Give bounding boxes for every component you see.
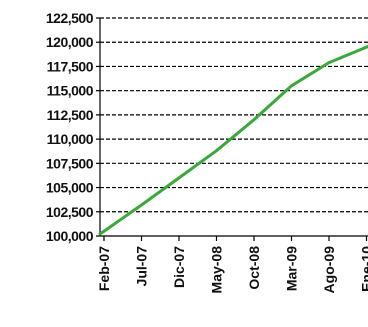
series: [98, 44, 368, 236]
x-tick-label: May-08: [209, 246, 225, 294]
x-tick-label: Ago-09: [321, 246, 337, 294]
grid-lines: [100, 17, 368, 213]
x-tick-label: Mar-09: [284, 246, 300, 291]
series-line-0: [98, 44, 368, 236]
y-tick-label: 107,500: [46, 155, 94, 171]
x-tick-label: Feb-07: [96, 246, 112, 291]
y-axis-ticks: 100,000 102,500 105,000 107,500 110,000 112,5…: [46, 10, 100, 244]
axes: [99, 18, 368, 237]
y-tick-label: 105,000: [46, 180, 94, 196]
x-axis-ticks: Feb-07 Jul-07 Dic-07 May-08 Oct-08 Mar-09 Ago-…: [96, 236, 368, 293]
y-tick-label: 110,000: [47, 131, 94, 147]
y-tick-label: 112,500: [47, 107, 94, 123]
y-tick-label: 120,000: [46, 34, 94, 50]
x-tick-label: Jul-07: [134, 246, 150, 287]
x-tick-label: Oct-08: [246, 246, 262, 290]
x-tick-label: Dic-07: [171, 246, 187, 288]
y-tick-label: 115,000: [47, 83, 94, 99]
y-tick-label: 117,500: [47, 58, 94, 74]
y-tick-label: 102,500: [46, 204, 94, 220]
y-tick-label: 122,500: [46, 10, 94, 26]
x-tick-label: Ene-10: [359, 246, 368, 292]
y-tick-label: 100,000: [46, 228, 94, 244]
